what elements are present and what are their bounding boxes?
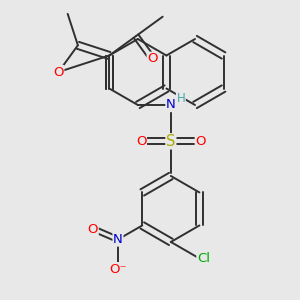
Text: O: O [147,52,158,65]
Text: H: H [176,92,185,106]
Text: Cl: Cl [197,252,210,265]
Text: O: O [136,135,146,148]
Text: S: S [166,134,176,149]
Text: O: O [88,223,98,236]
Text: O: O [53,65,64,79]
Text: O: O [195,135,206,148]
Text: N: N [166,98,176,112]
Text: N: N [113,233,123,246]
Text: O⁻: O⁻ [109,263,127,276]
